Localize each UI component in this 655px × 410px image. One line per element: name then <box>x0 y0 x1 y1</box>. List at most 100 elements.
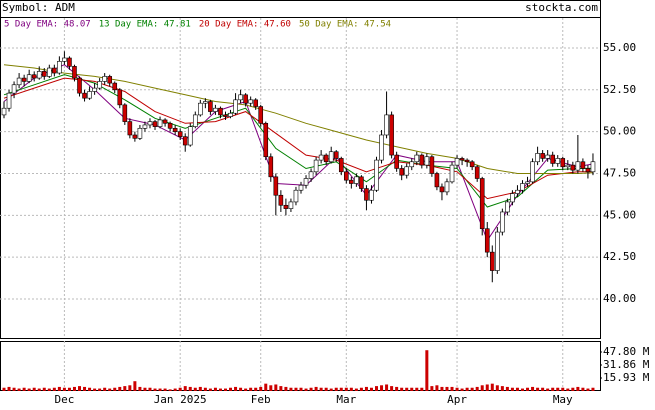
candle-body <box>31 74 37 79</box>
candle-body <box>560 158 566 168</box>
candle-body <box>434 173 440 188</box>
x-tick-label: Feb <box>251 393 271 406</box>
candle-body <box>132 134 138 139</box>
candle-body <box>102 76 107 82</box>
candle-body <box>429 156 435 174</box>
volume-bar <box>520 388 524 391</box>
candle-body <box>82 92 87 99</box>
volume-bar <box>128 385 132 391</box>
candle-body <box>479 178 485 230</box>
ema-line <box>3 74 594 208</box>
volume-bar <box>465 387 469 391</box>
volume-bar <box>103 387 107 391</box>
candle-body <box>495 231 500 271</box>
volume-bar <box>375 386 379 391</box>
candle-body <box>278 194 284 206</box>
volume-bar <box>515 387 519 391</box>
candle-body <box>338 158 344 173</box>
candle-body <box>500 211 505 233</box>
volume-bar <box>440 386 444 391</box>
volume-bar <box>244 388 248 391</box>
candle-body <box>394 154 399 169</box>
volume-bar <box>354 388 358 391</box>
volume-bar <box>551 387 555 391</box>
candle-body <box>505 201 510 213</box>
candle-body <box>208 101 213 112</box>
candle-body <box>369 189 374 201</box>
volume-bar <box>415 387 419 391</box>
volume-bar <box>163 388 167 391</box>
candle-body <box>515 189 520 194</box>
volume-bar <box>470 387 474 391</box>
legend-entry: 20 Day EMA: 47.60 <box>199 20 291 30</box>
x-tick-label: Apr <box>447 393 467 406</box>
volume-bar <box>329 388 333 391</box>
volume-bar <box>264 383 268 391</box>
volume-bar <box>12 387 16 391</box>
candle-body <box>590 161 596 173</box>
volume-bar <box>208 388 212 391</box>
volume-bar <box>395 386 399 391</box>
candle-body <box>92 87 97 92</box>
volume-bar <box>304 388 308 391</box>
volume-bar <box>223 388 227 391</box>
volume-bar <box>259 386 263 391</box>
candle-body <box>303 178 309 186</box>
candle-body <box>77 77 82 94</box>
volume-bar <box>153 388 157 391</box>
legend-entry: 13 Day EMA: 47.81 <box>99 20 191 30</box>
candle-body <box>268 156 274 178</box>
volume-bar <box>344 387 348 391</box>
candle-body <box>489 251 495 271</box>
volume-bar <box>274 384 278 391</box>
volume-bar <box>536 387 540 391</box>
volume-bar <box>510 387 514 391</box>
volume-bar <box>425 350 429 391</box>
candle-body <box>419 154 425 166</box>
candle-body <box>147 121 153 126</box>
volume-bar <box>390 386 394 391</box>
symbol: Symbol: ADM <box>2 1 75 14</box>
candle-body <box>474 166 480 179</box>
candle-body <box>298 184 304 191</box>
candle-body <box>313 159 319 173</box>
volume-bar <box>239 387 243 391</box>
volume-bar <box>480 385 484 391</box>
volume-bar <box>2 387 6 391</box>
volume-bar <box>249 387 253 391</box>
volume-bar <box>556 387 560 391</box>
candle-body <box>580 161 586 169</box>
volume-bar <box>168 389 172 391</box>
y-tick-label: 52.50 <box>603 83 636 96</box>
candle-body <box>238 94 243 101</box>
candle-body <box>510 193 515 203</box>
volume-bar <box>581 387 585 391</box>
candle-body <box>192 114 198 127</box>
volume-bar <box>52 387 56 391</box>
candle-body <box>21 77 27 82</box>
volume-bar <box>7 386 11 391</box>
volume-bar <box>98 388 102 391</box>
candle-body <box>137 127 143 139</box>
volume-bar <box>279 386 283 391</box>
candle-body <box>439 186 445 193</box>
volume-bar <box>148 387 152 391</box>
x-tick-label: Mar <box>336 393 356 406</box>
volume-bar <box>591 387 595 391</box>
volume-bar <box>198 386 202 391</box>
candle-body <box>16 77 22 86</box>
x-tick-label: May <box>553 393 573 406</box>
candle-body <box>62 57 67 62</box>
candle-body <box>47 67 52 77</box>
volume-bar <box>546 388 550 391</box>
volume-bar <box>571 387 575 391</box>
y-tick-label: 40.00 <box>603 292 636 305</box>
y-tick-label: 45.00 <box>603 208 636 221</box>
candle-body <box>283 204 289 209</box>
volume-bar <box>78 386 82 391</box>
candle-body <box>218 107 223 116</box>
candle-body <box>1 107 7 116</box>
candle-body <box>52 67 57 74</box>
volume-bar <box>203 387 207 391</box>
candle-body <box>364 188 369 201</box>
